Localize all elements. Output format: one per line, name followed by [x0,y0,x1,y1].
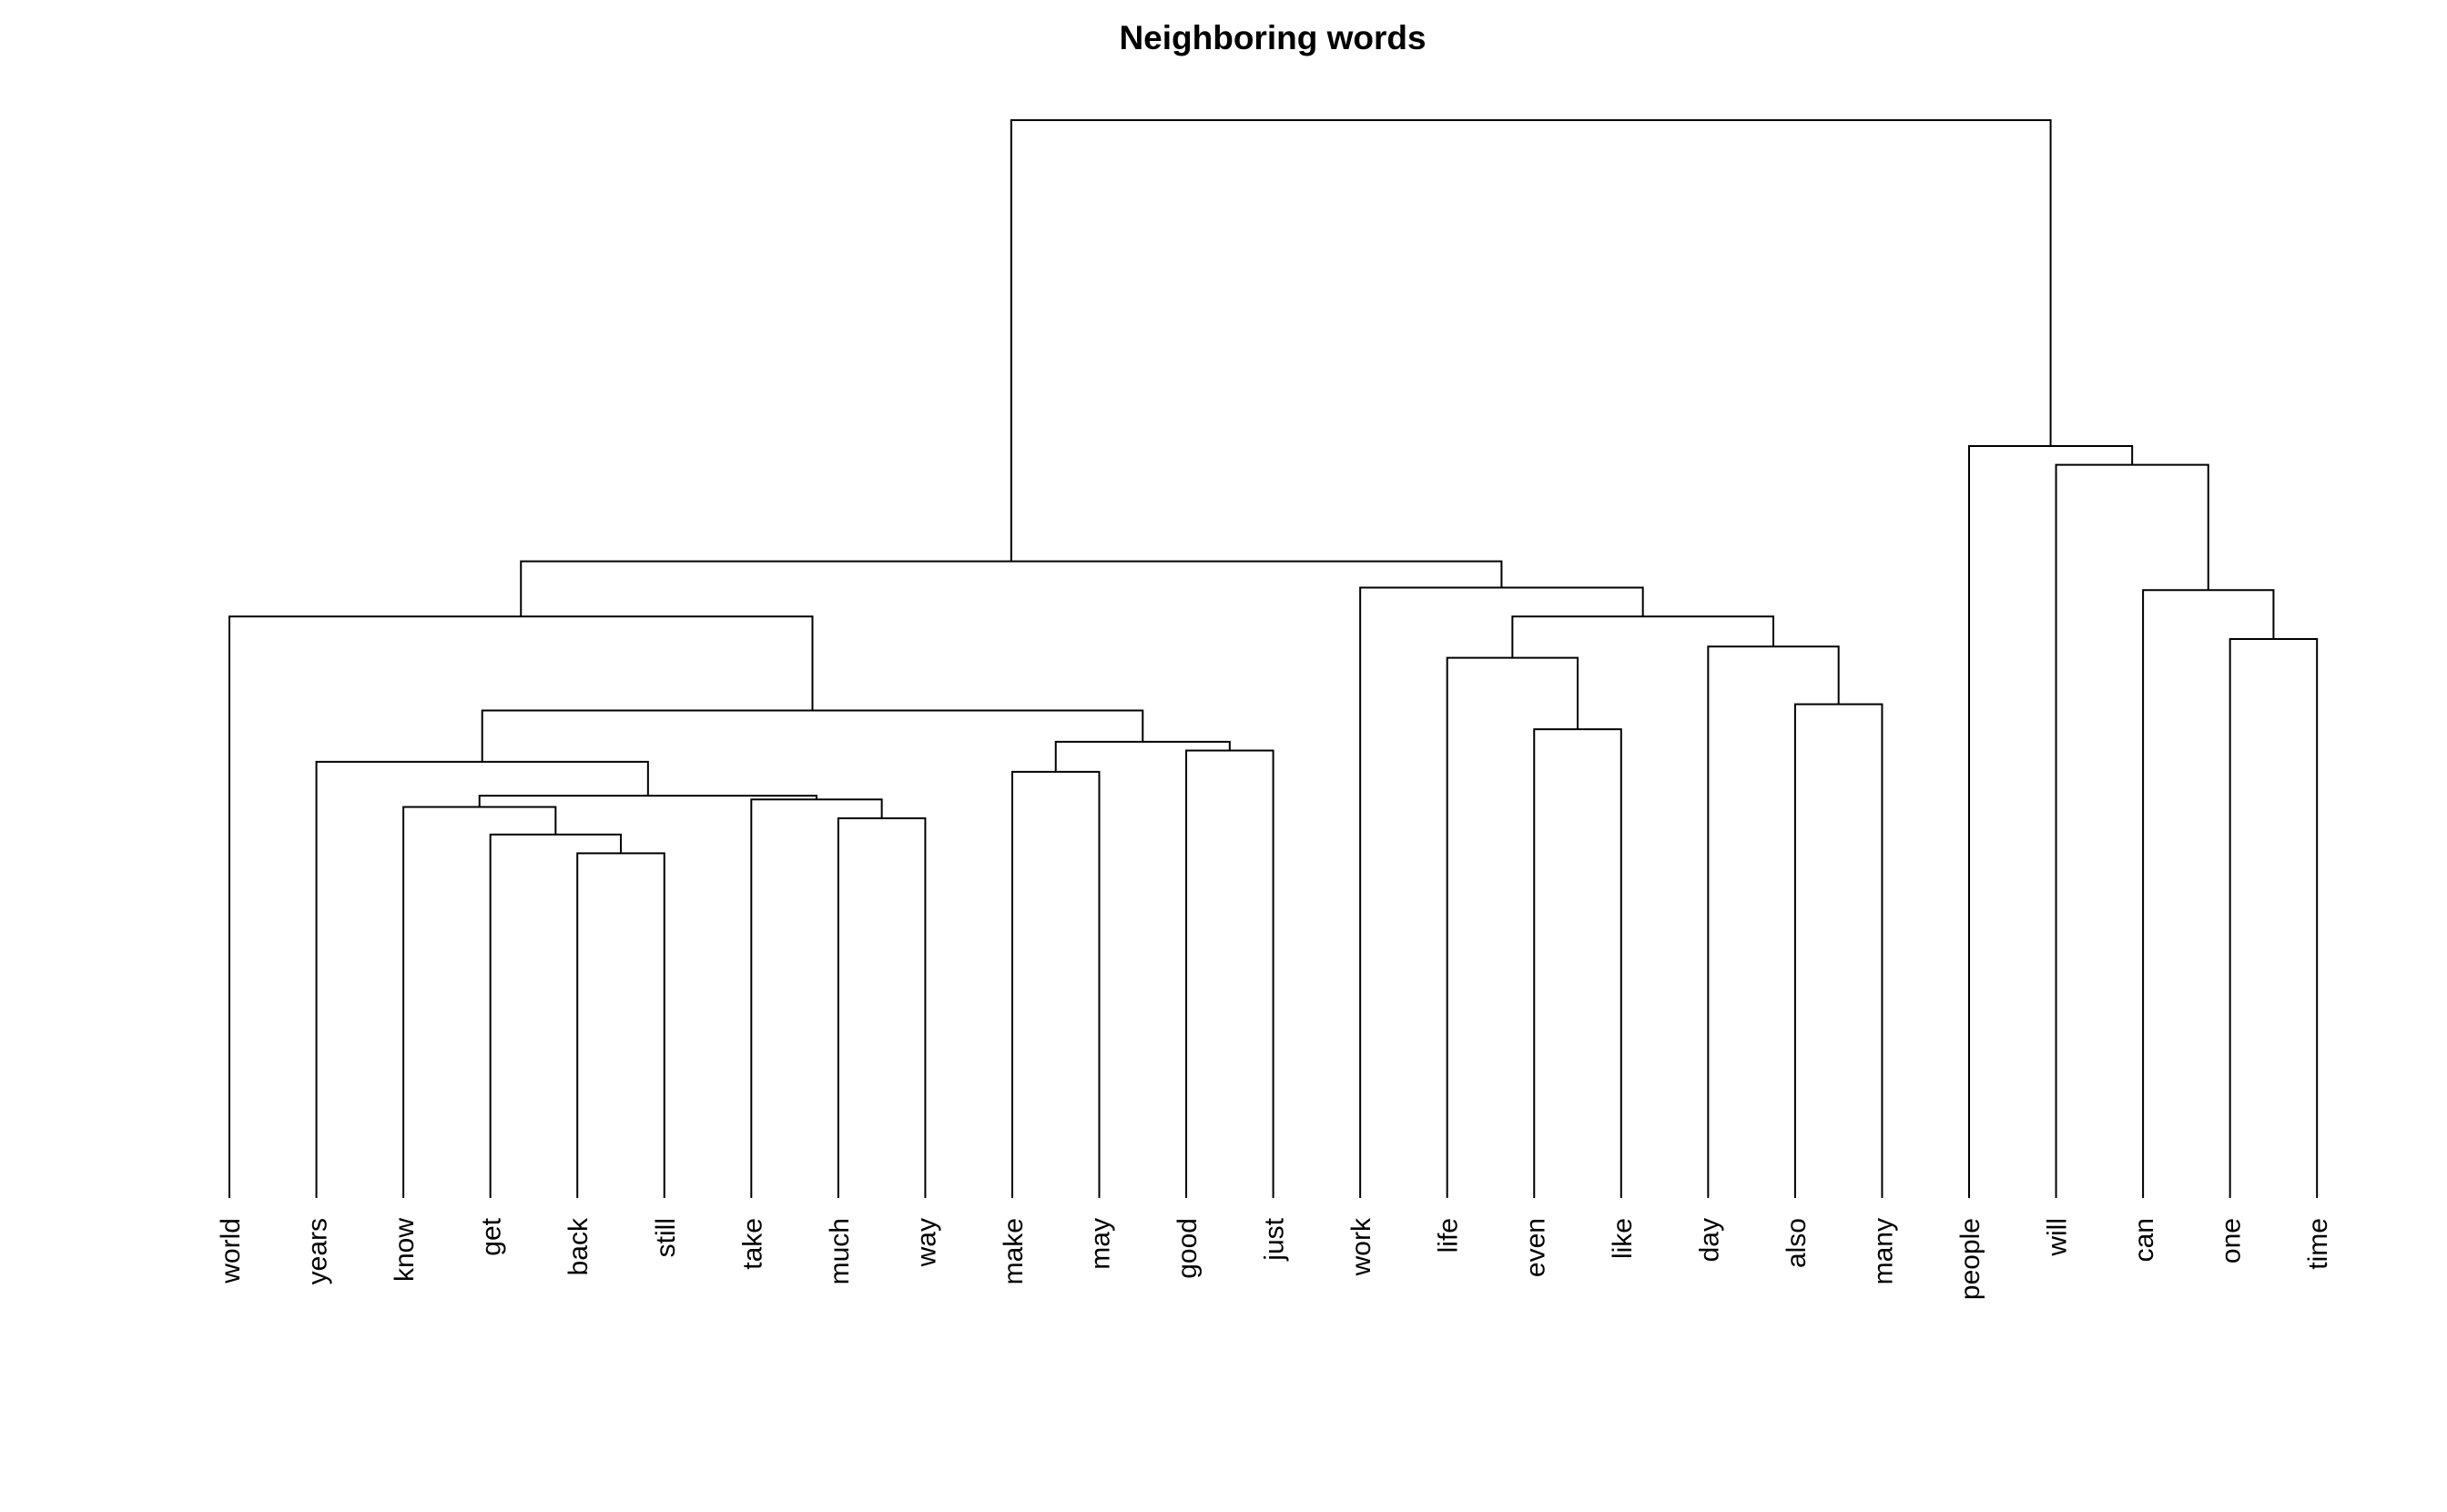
dendrogram-link-6 [478,795,817,807]
leaf-label-like: like [1608,1218,1638,1259]
leaf-label-can: can [2129,1218,2159,1262]
dendrogram-link-10 [1054,740,1231,772]
dendrogram-link-2 [489,833,622,1198]
leaf-label-just: just [1260,1217,1290,1261]
dendrogram-link-20 [1359,586,1644,1198]
dendrogram-link-21 [520,560,1503,617]
leaf-label-day: day [1694,1218,1724,1262]
dendrogram-link-3 [837,817,927,1198]
dendrogram-branches [228,119,2319,1198]
leaf-label-back: back [564,1217,594,1275]
dendrogram-link-22 [2055,463,2209,1198]
chart-title: Neighboring words [1119,19,1426,56]
dendrogram-link-9 [1185,749,1274,1198]
dendrogram-link-17 [1511,615,1775,658]
dendrogram-link-8 [315,760,649,1198]
dendrogram-link-5 [750,798,883,1198]
dendrogram-link-11 [1533,728,1622,1198]
dendrogram-link-16 [2229,637,2319,1198]
leaf-label-years: years [303,1218,333,1284]
dendrogram-link-4 [402,806,557,1198]
leaf-label-make: make [999,1218,1029,1284]
leaf-label-get: get [477,1217,507,1255]
dendrogram-link-7 [1010,770,1101,1198]
leaf-label-also: also [1782,1218,1812,1268]
leaf-label-work: work [1346,1217,1376,1276]
leaf-label-even: even [1520,1218,1550,1277]
leaf-labels: world years know get back still take much way mak… [216,1217,2333,1300]
dendrogram-link-23 [1968,444,2134,1198]
leaf-label-way: way [911,1218,941,1267]
dendrogram-link-18 [228,615,814,1198]
leaf-label-time: time [2303,1218,2333,1270]
dendrogram-link-1 [576,852,665,1198]
leaf-label-take: take [737,1218,767,1270]
leaf-label-will: will [2043,1218,2073,1257]
dendrogram-link-19 [2142,589,2275,1198]
leaf-label-life: life [1434,1218,1464,1253]
leaf-label-good: good [1173,1218,1203,1279]
leaf-label-still: still [651,1218,681,1257]
leaf-label-may: may [1086,1218,1116,1270]
leaf-label-know: know [390,1218,420,1282]
leaf-label-many: many [1868,1218,1898,1284]
dendrogram-link-14 [1446,656,1579,1198]
dendrogram-link-15 [1707,645,1840,1198]
dendrogram-link-24 [1010,119,2052,562]
leaf-label-one: one [2217,1218,2247,1263]
leaf-label-much: much [825,1218,855,1284]
leaf-label-world: world [216,1218,246,1284]
dendrogram-link-13 [1793,703,1883,1198]
leaf-label-people: people [1955,1218,1985,1300]
dendrogram-link-12 [481,709,1144,762]
